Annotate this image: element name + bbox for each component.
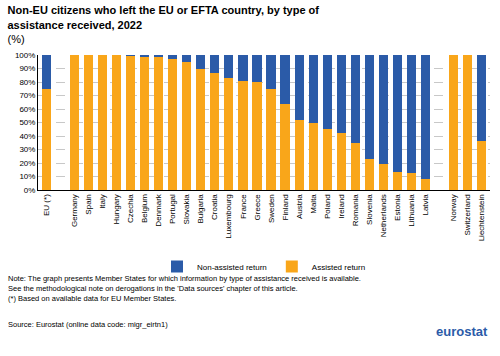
svg-text:Estonia: Estonia [393, 194, 402, 221]
svg-text:Austria: Austria [295, 194, 304, 219]
svg-text:Germany: Germany [70, 194, 79, 227]
svg-text:Latvia: Latvia [421, 194, 430, 216]
svg-text:40%: 40% [19, 132, 35, 141]
svg-text:Lithuania: Lithuania [407, 194, 416, 227]
svg-text:Bulgaria: Bulgaria [196, 194, 205, 224]
svg-text:Denmark: Denmark [154, 193, 163, 226]
svg-text:Non-EU citizens who left the E: Non-EU citizens who left the EU or EFTA … [8, 4, 320, 45]
svg-text:Belgium: Belgium [140, 194, 149, 223]
svg-text:90%: 90% [19, 64, 35, 73]
svg-text:Luxembourg: Luxembourg [225, 194, 234, 238]
svg-text:20%: 20% [19, 159, 35, 168]
svg-text:10%: 10% [19, 172, 35, 181]
svg-text:Finland: Finland [281, 194, 290, 220]
svg-text:Netherlands: Netherlands [379, 194, 388, 237]
svg-text:Source: Eurostat (online data: Source: Eurostat (online data code: migr… [8, 320, 168, 329]
svg-text:Switzerland: Switzerland [463, 194, 472, 235]
svg-text:Slovenia: Slovenia [365, 194, 374, 225]
svg-text:Ireland: Ireland [337, 194, 346, 218]
svg-text:30%: 30% [19, 145, 35, 154]
svg-text:50%: 50% [19, 118, 35, 127]
svg-text:Poland: Poland [323, 194, 332, 219]
svg-text:Assisted return: Assisted return [312, 263, 365, 272]
svg-text:Greece: Greece [253, 194, 262, 221]
svg-text:France: France [239, 194, 248, 219]
svg-text:Romania: Romania [351, 194, 360, 227]
svg-text:Croatia: Croatia [210, 194, 219, 220]
svg-text:eurostat: eurostat [436, 324, 488, 339]
svg-text:100%: 100% [15, 51, 35, 60]
svg-text:60%: 60% [19, 105, 35, 114]
svg-text:0%: 0% [24, 186, 36, 195]
svg-text:70%: 70% [19, 91, 35, 100]
svg-text:EU (*): EU (*) [42, 194, 51, 216]
svg-text:Norway: Norway [449, 194, 458, 221]
svg-text:Malta: Malta [309, 194, 318, 214]
svg-text:Liechtenstein: Liechtenstein [477, 194, 486, 241]
svg-text:Non-assisted return: Non-assisted return [197, 263, 267, 272]
svg-text:80%: 80% [19, 78, 35, 87]
svg-text:Czechia: Czechia [126, 194, 135, 223]
svg-text:Sweden: Sweden [267, 194, 276, 223]
svg-text:Slovakia: Slovakia [182, 194, 191, 225]
svg-text:Note: The graph presents Membe: Note: The graph presents Member States f… [8, 274, 361, 303]
svg-text:Hungary: Hungary [112, 194, 121, 224]
svg-text:Spain: Spain [84, 194, 93, 214]
svg-text:Portugal: Portugal [168, 194, 177, 224]
svg-text:Italy: Italy [98, 194, 107, 209]
